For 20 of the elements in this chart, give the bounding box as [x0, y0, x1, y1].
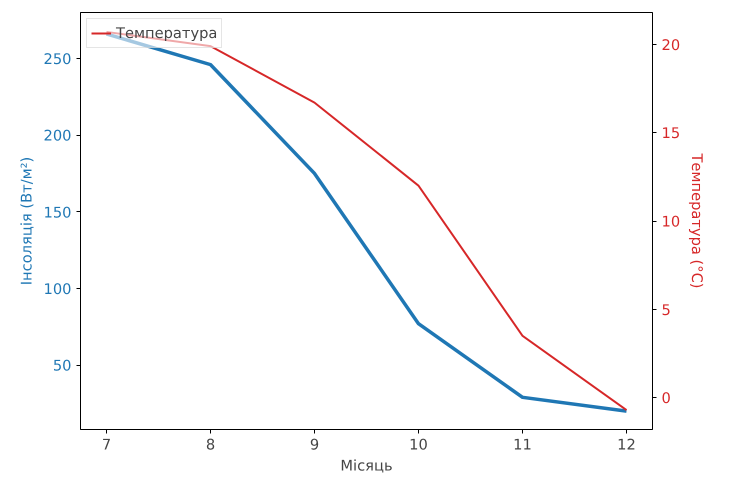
y-tick-label: 250: [44, 50, 72, 68]
y-tick-label: 100: [44, 280, 72, 298]
x-tick-label: 11: [513, 436, 532, 454]
y2-tick-label: 15: [662, 125, 680, 142]
y2-tick-label: 5: [662, 302, 671, 319]
y2-tick-label: 10: [662, 214, 680, 230]
y-axis-title: Інсоляція (Вт/м²): [18, 156, 36, 286]
legend-label: Температура: [116, 24, 218, 42]
y-tick-label: 50: [52, 358, 72, 375]
y2-tick-label: 0: [662, 390, 671, 408]
x-tick-label: 8: [206, 436, 216, 454]
y-tick-label: 150: [44, 204, 72, 222]
x-tick-label: 10: [409, 436, 428, 454]
x-axis-title: Місяць: [340, 458, 393, 474]
x-tick-label: 12: [617, 436, 636, 454]
x-tick-label: 7: [102, 436, 112, 454]
y2-axis-title: Температура (°C): [688, 152, 706, 289]
x-tick-label: 9: [310, 436, 320, 454]
y2-tick-label: 20: [662, 36, 680, 54]
y-tick-label: 200: [44, 128, 72, 145]
